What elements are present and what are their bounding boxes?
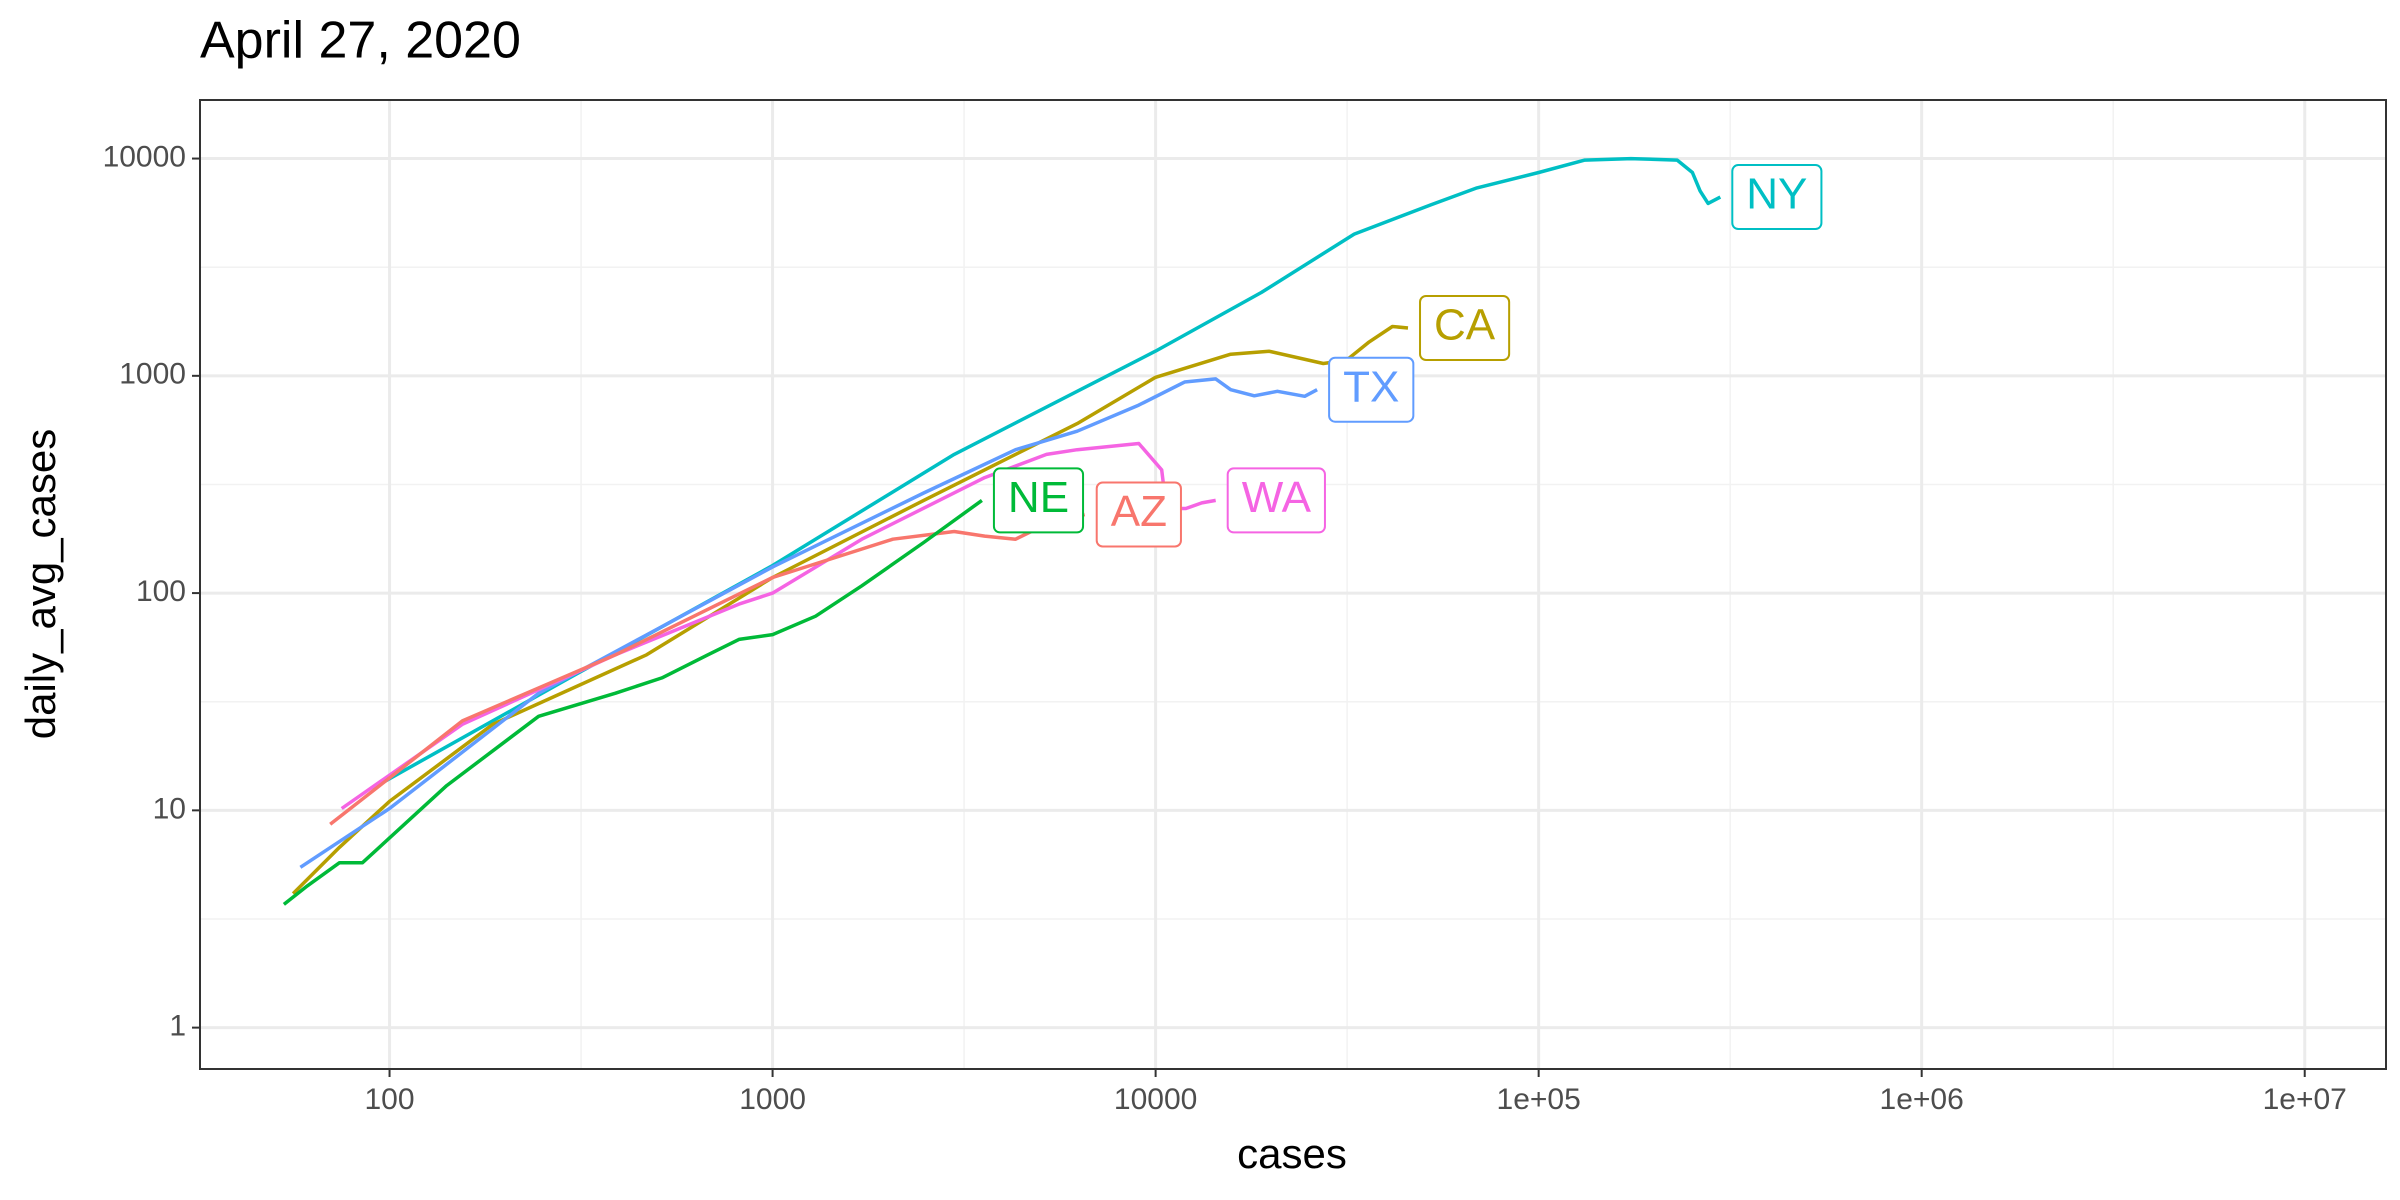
chart-title: April 27, 2020 — [200, 12, 521, 70]
series-label-text: AZ — [1111, 487, 1167, 536]
x-tick-label: 1e+05 — [1497, 1083, 1581, 1116]
y-tick-label: 10000 — [103, 140, 186, 173]
series-label-box — [1731, 164, 1823, 231]
series-labels: NY CA TX WA AZ NE — [992, 164, 1823, 548]
plot-lines — [282, 156, 1722, 906]
plot-border — [199, 99, 2387, 1070]
y-tick-label: 1000 — [119, 358, 186, 391]
y-tick-label: 1 — [169, 1010, 186, 1043]
series-label: AZ — [1095, 481, 1182, 548]
series-label-box — [1226, 467, 1326, 534]
y-tick-label: 10 — [153, 792, 186, 825]
series-label: NE — [992, 467, 1085, 534]
series-line — [371, 156, 1722, 791]
series-label: NY — [1731, 164, 1823, 231]
series-label: TX — [1328, 356, 1415, 423]
series-label: WA — [1226, 467, 1326, 534]
x-axis-title: cases — [1237, 1130, 1347, 1177]
y-axis-title: daily_avg_cases — [17, 429, 64, 740]
series-line — [282, 498, 983, 906]
series-label-text: CA — [1434, 301, 1496, 350]
series-label: CA — [1419, 295, 1511, 362]
x-tick-label: 1e+06 — [1880, 1083, 1964, 1116]
series-label-text: NE — [1008, 473, 1069, 522]
grid: 100 1000 10000 1e+05 1e+06 1e+07 1 10 100 1000 100… — [103, 100, 2386, 1116]
x-tick-label: 1000 — [739, 1083, 806, 1116]
series-line — [291, 324, 1409, 895]
y-tick-label: 100 — [136, 575, 186, 608]
series-label-box — [1095, 481, 1182, 548]
series-label-text: TX — [1343, 362, 1399, 411]
series-label-box — [1419, 295, 1511, 362]
series-label-text: WA — [1242, 473, 1312, 522]
series-line — [299, 377, 1318, 869]
x-tick-label: 1e+07 — [2263, 1083, 2347, 1116]
x-tick-label: 10000 — [1114, 1083, 1197, 1116]
series-label-box — [992, 467, 1085, 534]
series-label-box — [1328, 356, 1415, 423]
x-tick-label: 100 — [365, 1083, 415, 1116]
series-label-text: NY — [1746, 170, 1807, 219]
